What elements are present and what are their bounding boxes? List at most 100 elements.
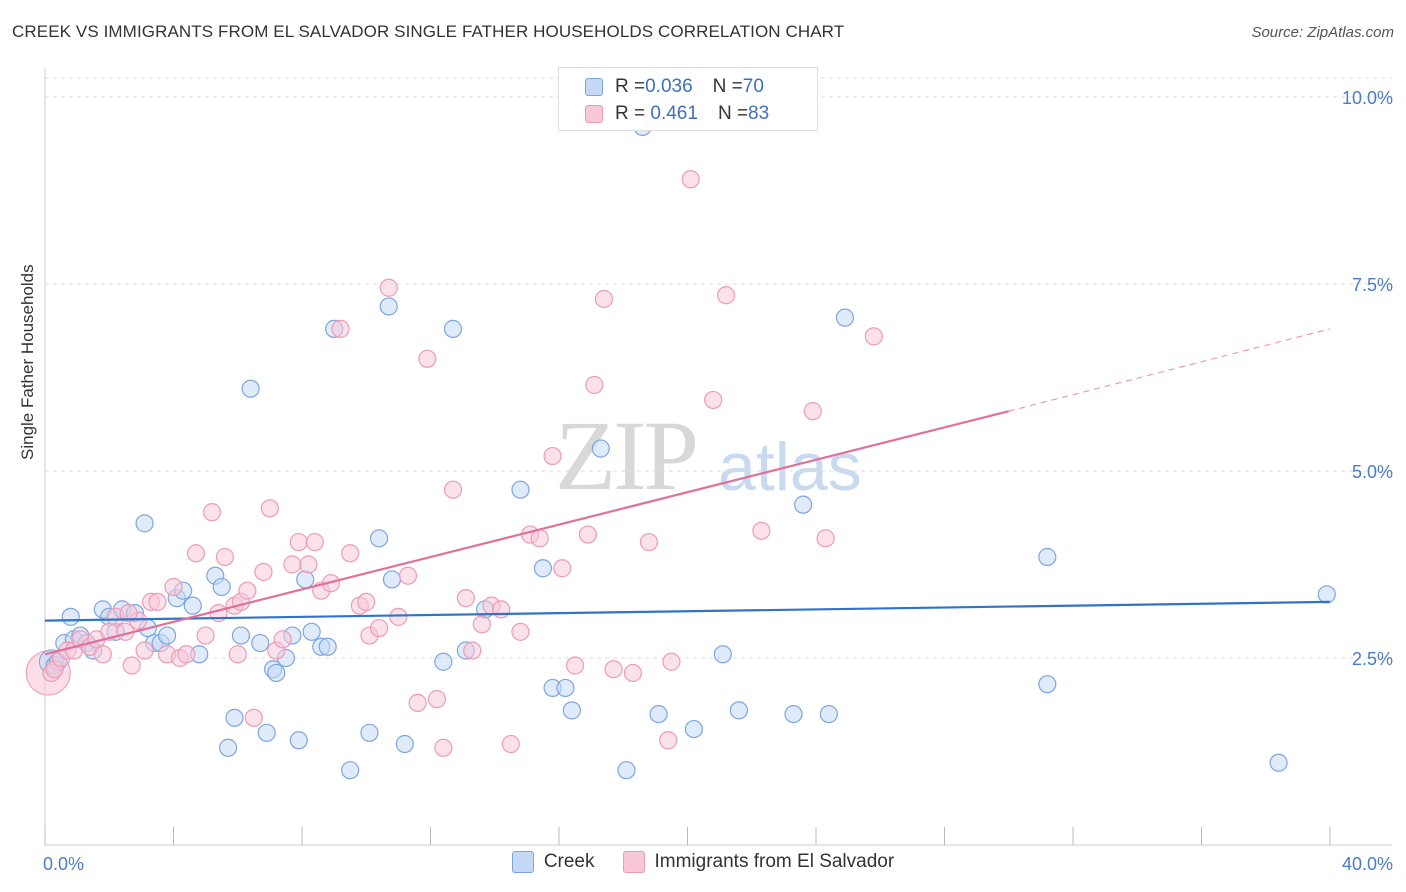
creek-n-label: N = (712, 76, 743, 97)
y-tick-label: 10.0% (1342, 88, 1393, 108)
salvador-point (379, 278, 398, 297)
salvador-point (202, 503, 222, 522)
y-tick-label: 2.5% (1352, 649, 1393, 669)
salvador-point (456, 589, 475, 608)
creek-point (251, 633, 270, 653)
creek-point (302, 622, 321, 641)
creek-point (794, 495, 813, 514)
y-tick-label: 5.0% (1352, 462, 1393, 482)
salvador-point (803, 402, 822, 421)
creek-n-value: 70 (742, 76, 764, 97)
creek-r-value: 0.036 (645, 76, 693, 97)
salvador-point (604, 660, 623, 679)
salvador-point (93, 645, 112, 664)
salvador-point (681, 170, 700, 189)
salvador-point (228, 645, 247, 664)
creek-point (296, 570, 315, 589)
salvador-point (443, 480, 463, 499)
salvador-point (530, 529, 549, 548)
creek-point (231, 626, 251, 645)
salvador-point (864, 327, 883, 346)
salvador-point (331, 319, 350, 338)
creek-legend-swatch (511, 851, 534, 873)
creek-point (379, 297, 398, 316)
creek-point (684, 719, 704, 739)
salvador-point (752, 521, 771, 540)
salvador-point (408, 693, 427, 712)
salvador-point (273, 630, 292, 649)
salvador-point (501, 734, 520, 754)
salvador-swatch (585, 105, 603, 123)
creek-point (135, 514, 154, 533)
creek-point (360, 723, 379, 742)
creek-point (591, 439, 610, 458)
salvador-legend-swatch (622, 851, 645, 873)
salvador-point (565, 656, 585, 675)
correlation-legend: R = 0.036 N = 70 R = 0.461 N = 83 (558, 67, 818, 131)
x-tick-label-max: 40.0% (1342, 854, 1393, 874)
y-tick-label: 7.5% (1352, 275, 1393, 295)
salvador-point (244, 708, 263, 727)
salvador-point (186, 544, 206, 563)
legend-row-creek: R = 0.036 N = 70 (585, 74, 764, 100)
salvador-point (283, 555, 302, 574)
creek-point (289, 731, 308, 750)
salvador-point (119, 604, 138, 623)
salvador-point (662, 652, 681, 671)
salvador-point (238, 581, 257, 600)
creek-point (819, 704, 838, 724)
salvador-r-value: 0.461 (645, 103, 698, 124)
y-axis-label: Single Father Households (18, 264, 37, 460)
creek-point (533, 559, 553, 578)
salvador-point (289, 532, 308, 552)
creek-swatch (585, 78, 603, 96)
creek-legend-label: Creek (543, 851, 595, 872)
creek-point (649, 704, 668, 724)
creek-point (713, 645, 732, 664)
salvador-point (816, 529, 835, 548)
salvador-point (389, 607, 408, 626)
salvador-point (148, 592, 167, 612)
watermark-zip: ZIP (555, 400, 699, 511)
salvador-point (398, 566, 418, 585)
creek-point (212, 577, 231, 597)
salvador-point (594, 289, 614, 309)
salvador-point (511, 622, 530, 641)
creek-point (267, 663, 286, 683)
chart-title: CREEK VS IMMIGRANTS FROM EL SALVADOR SIN… (12, 22, 845, 41)
salvador-point (418, 349, 437, 368)
salvador-point (543, 446, 562, 466)
salvador-point (585, 375, 604, 395)
legend-row-salvador: R = 0.461 N = 83 (585, 101, 769, 127)
salvador-trend-line (44, 410, 1010, 656)
creek-point (370, 529, 389, 548)
legend-item-creek[interactable]: Creek (511, 851, 595, 873)
creek-point (382, 570, 402, 589)
salvador-n-label: N = (717, 103, 749, 124)
axis-layer (44, 68, 1392, 846)
creek-point (61, 607, 80, 626)
creek-point (257, 723, 276, 742)
creek-point (1269, 753, 1288, 772)
salvador-point (299, 555, 318, 574)
creek-point (219, 738, 238, 757)
creek-r-label: R = (615, 76, 646, 97)
creek-point (511, 480, 530, 499)
salvador-n-value: 83 (748, 103, 770, 124)
creek-point (556, 678, 575, 698)
salvador-point (659, 731, 678, 750)
legend-item-salvador[interactable]: Immigrants from El Salvador (622, 851, 894, 873)
salvador-point (135, 641, 154, 660)
salvador-point (492, 600, 511, 619)
creek-point (318, 637, 337, 656)
trend-layer (44, 328, 1331, 656)
creek-point (434, 652, 453, 671)
creek-point (395, 734, 414, 754)
points-layer (25, 117, 1336, 780)
source-credit: Source: ZipAtlas.com (1251, 24, 1394, 41)
salvador-point (370, 618, 389, 638)
series-legend: Creek Immigrants from El Salvador (0, 851, 1406, 873)
x-tick-label-min: 0.0% (43, 854, 84, 874)
creek-trend-line (44, 600, 1331, 622)
